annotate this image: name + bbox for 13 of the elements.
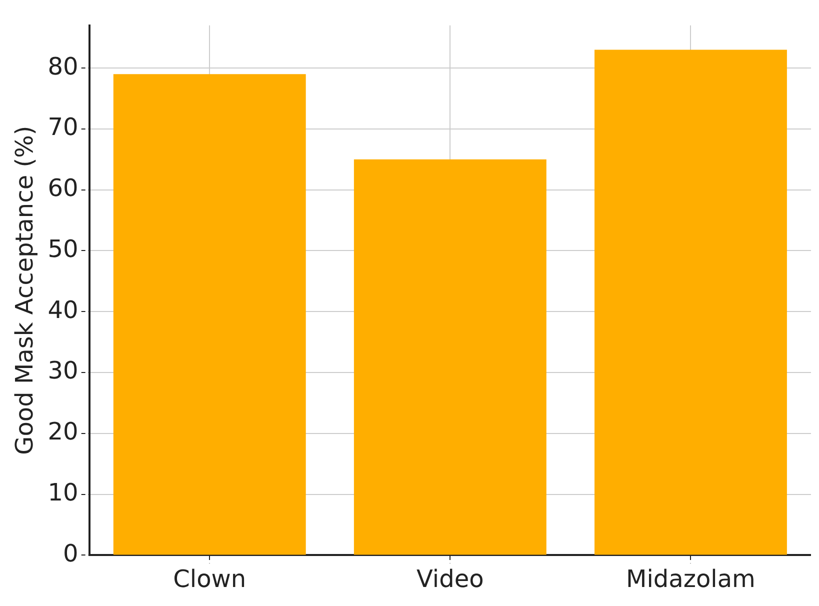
y-tick-label: 50 xyxy=(48,234,78,263)
y-tick-label: 40 xyxy=(48,296,78,324)
x-tick-label: Midazolam xyxy=(626,564,756,593)
y-tick-label: 0 xyxy=(63,539,78,568)
y-axis-title: Good Mask Acceptance (%) xyxy=(10,126,39,455)
x-tick-label: Video xyxy=(416,564,484,593)
y-tick-label: 80 xyxy=(48,52,78,80)
x-tick-label: Clown xyxy=(173,564,246,593)
y-tick-label: 20 xyxy=(48,418,78,446)
y-tick-label: 10 xyxy=(48,478,78,507)
y-tick-label: 30 xyxy=(48,356,78,385)
y-tick-label: 70 xyxy=(48,113,78,142)
y-tick-label: 60 xyxy=(48,174,78,202)
